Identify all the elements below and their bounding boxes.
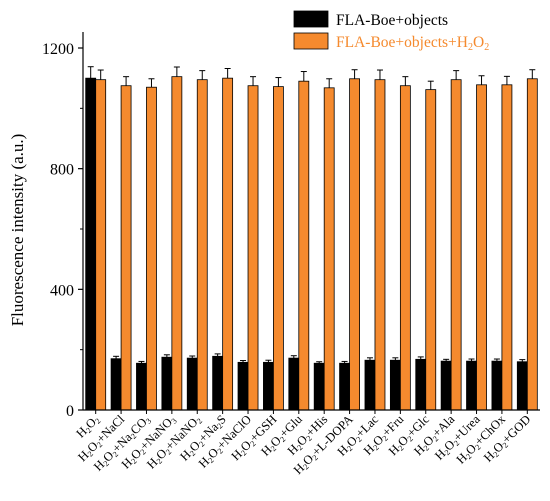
y-tick-label-0: 0 xyxy=(66,403,74,420)
bar-objects-h2o2-0 xyxy=(95,79,107,411)
bar-objects-3 xyxy=(161,356,173,411)
error-bar-objects-h2o2-3 xyxy=(173,66,180,77)
bar-objects-8 xyxy=(288,357,300,411)
bar-objects-h2o2-10 xyxy=(349,78,360,411)
error-bar-objects-9 xyxy=(316,361,323,364)
bar-objects-7 xyxy=(263,361,274,411)
bar-objects-h2o2-15 xyxy=(476,84,487,411)
bar-objects-h2o2-16 xyxy=(501,84,513,411)
error-bar-objects-14 xyxy=(443,358,450,362)
error-bar-objects-h2o2-14 xyxy=(453,70,460,80)
error-bar-objects-15 xyxy=(468,358,475,362)
error-bar-objects-h2o2-4 xyxy=(199,70,206,80)
y-axis-label: Fluorescence intensity (a.u.) xyxy=(8,134,27,327)
y-ticks-layer: 0 400 800 1200 xyxy=(42,41,83,420)
bar-objects-h2o2-2 xyxy=(146,86,157,411)
bar-objects-h2o2-13 xyxy=(425,89,437,411)
bar-objects-h2o2-1 xyxy=(120,85,132,411)
bar-objects-17 xyxy=(516,361,528,411)
bar-objects-9 xyxy=(313,362,325,411)
bar-objects-h2o2-4 xyxy=(196,79,208,411)
error-bar-objects-2 xyxy=(138,360,145,364)
error-bar-objects-8 xyxy=(290,355,297,359)
bars-layer xyxy=(85,76,538,411)
error-bar-objects-h2o2-9 xyxy=(326,78,333,88)
bar-objects-h2o2-6 xyxy=(247,85,259,411)
bar-objects-5 xyxy=(212,355,224,411)
bar-objects-13 xyxy=(415,358,427,411)
error-bar-objects-h2o2-13 xyxy=(427,80,434,90)
bar-objects-h2o2-8 xyxy=(298,80,310,411)
bar-objects-h2o2-17 xyxy=(526,78,538,411)
error-bar-objects-6 xyxy=(240,360,247,363)
bar-objects-11 xyxy=(364,359,376,411)
error-bar-objects-h2o2-8 xyxy=(300,71,307,82)
error-bar-objects-12 xyxy=(392,357,399,361)
error-bar-objects-h2o2-0 xyxy=(97,69,104,80)
y-tick-label-800: 800 xyxy=(50,162,74,179)
error-bar-objects-h2o2-11 xyxy=(376,69,383,80)
error-bar-objects-7 xyxy=(265,359,272,363)
bar-objects-6 xyxy=(237,361,249,411)
error-bar-objects-h2o2-10 xyxy=(351,69,358,79)
legend-label-1: FLA-Boe+objects+H2O2 xyxy=(336,34,489,53)
error-bar-objects-h2o2-7 xyxy=(275,77,282,87)
y-tick-label-400: 400 xyxy=(50,282,74,299)
error-bar-objects-h2o2-16 xyxy=(503,75,510,85)
error-bar-objects-h2o2-5 xyxy=(224,68,231,79)
bar-objects-h2o2-9 xyxy=(323,87,335,411)
error-bar-objects-3 xyxy=(163,354,170,358)
bar-objects-h2o2-5 xyxy=(222,77,234,411)
error-bar-objects-h2o2-12 xyxy=(402,76,409,86)
error-bar-objects-17 xyxy=(519,359,526,362)
error-bar-objects-13 xyxy=(417,356,424,360)
bar-objects-2 xyxy=(136,362,147,411)
bar-objects-1 xyxy=(110,358,122,411)
bar-objects-12 xyxy=(389,359,401,411)
bar-objects-15 xyxy=(466,360,477,411)
legend-swatch-1 xyxy=(293,32,329,50)
bar-objects-4 xyxy=(186,357,198,411)
error-bar-objects-h2o2-6 xyxy=(250,76,257,86)
error-bar-objects-h2o2-17 xyxy=(529,69,536,79)
error-bar-objects-h2o2-15 xyxy=(478,75,485,85)
bar-objects-h2o2-11 xyxy=(374,79,386,411)
error-bar-objects-4 xyxy=(189,355,196,359)
error-bar-objects-11 xyxy=(366,357,373,361)
legend-label-0: FLA-Boe+objects xyxy=(336,12,448,29)
bar-objects-h2o2-12 xyxy=(399,85,411,411)
error-bar-objects-h2o2-1 xyxy=(123,76,130,86)
error-bar-objects-16 xyxy=(493,358,500,362)
error-bar-objects-10 xyxy=(341,360,348,364)
error-bar-objects-1 xyxy=(113,355,120,359)
x-ticks-layer: H2O2H2O2+NaClH2O2+Na2CO3H2O2+NaNO3H2O2+N… xyxy=(73,410,533,477)
bar-objects-14 xyxy=(440,360,452,411)
error-bar-objects-5 xyxy=(214,353,221,357)
y-tick-label-1200: 1200 xyxy=(42,41,74,58)
axes-layer xyxy=(82,32,540,411)
error-bar-objects-0 xyxy=(87,66,94,79)
bar-objects-h2o2-3 xyxy=(171,76,183,411)
legend-swatch-0 xyxy=(293,10,329,28)
legend[interactable]: FLA-Boe+objects FLA-Boe+objects+H2O2 xyxy=(293,10,489,53)
bar-objects-h2o2-7 xyxy=(273,86,284,411)
bar-objects-h2o2-14 xyxy=(450,79,462,411)
bar-objects-10 xyxy=(339,362,350,411)
error-bar-objects-h2o2-2 xyxy=(148,78,155,88)
bar-objects-16 xyxy=(491,360,503,411)
bar-objects-0 xyxy=(85,77,97,411)
error-bars-layer xyxy=(87,66,536,364)
